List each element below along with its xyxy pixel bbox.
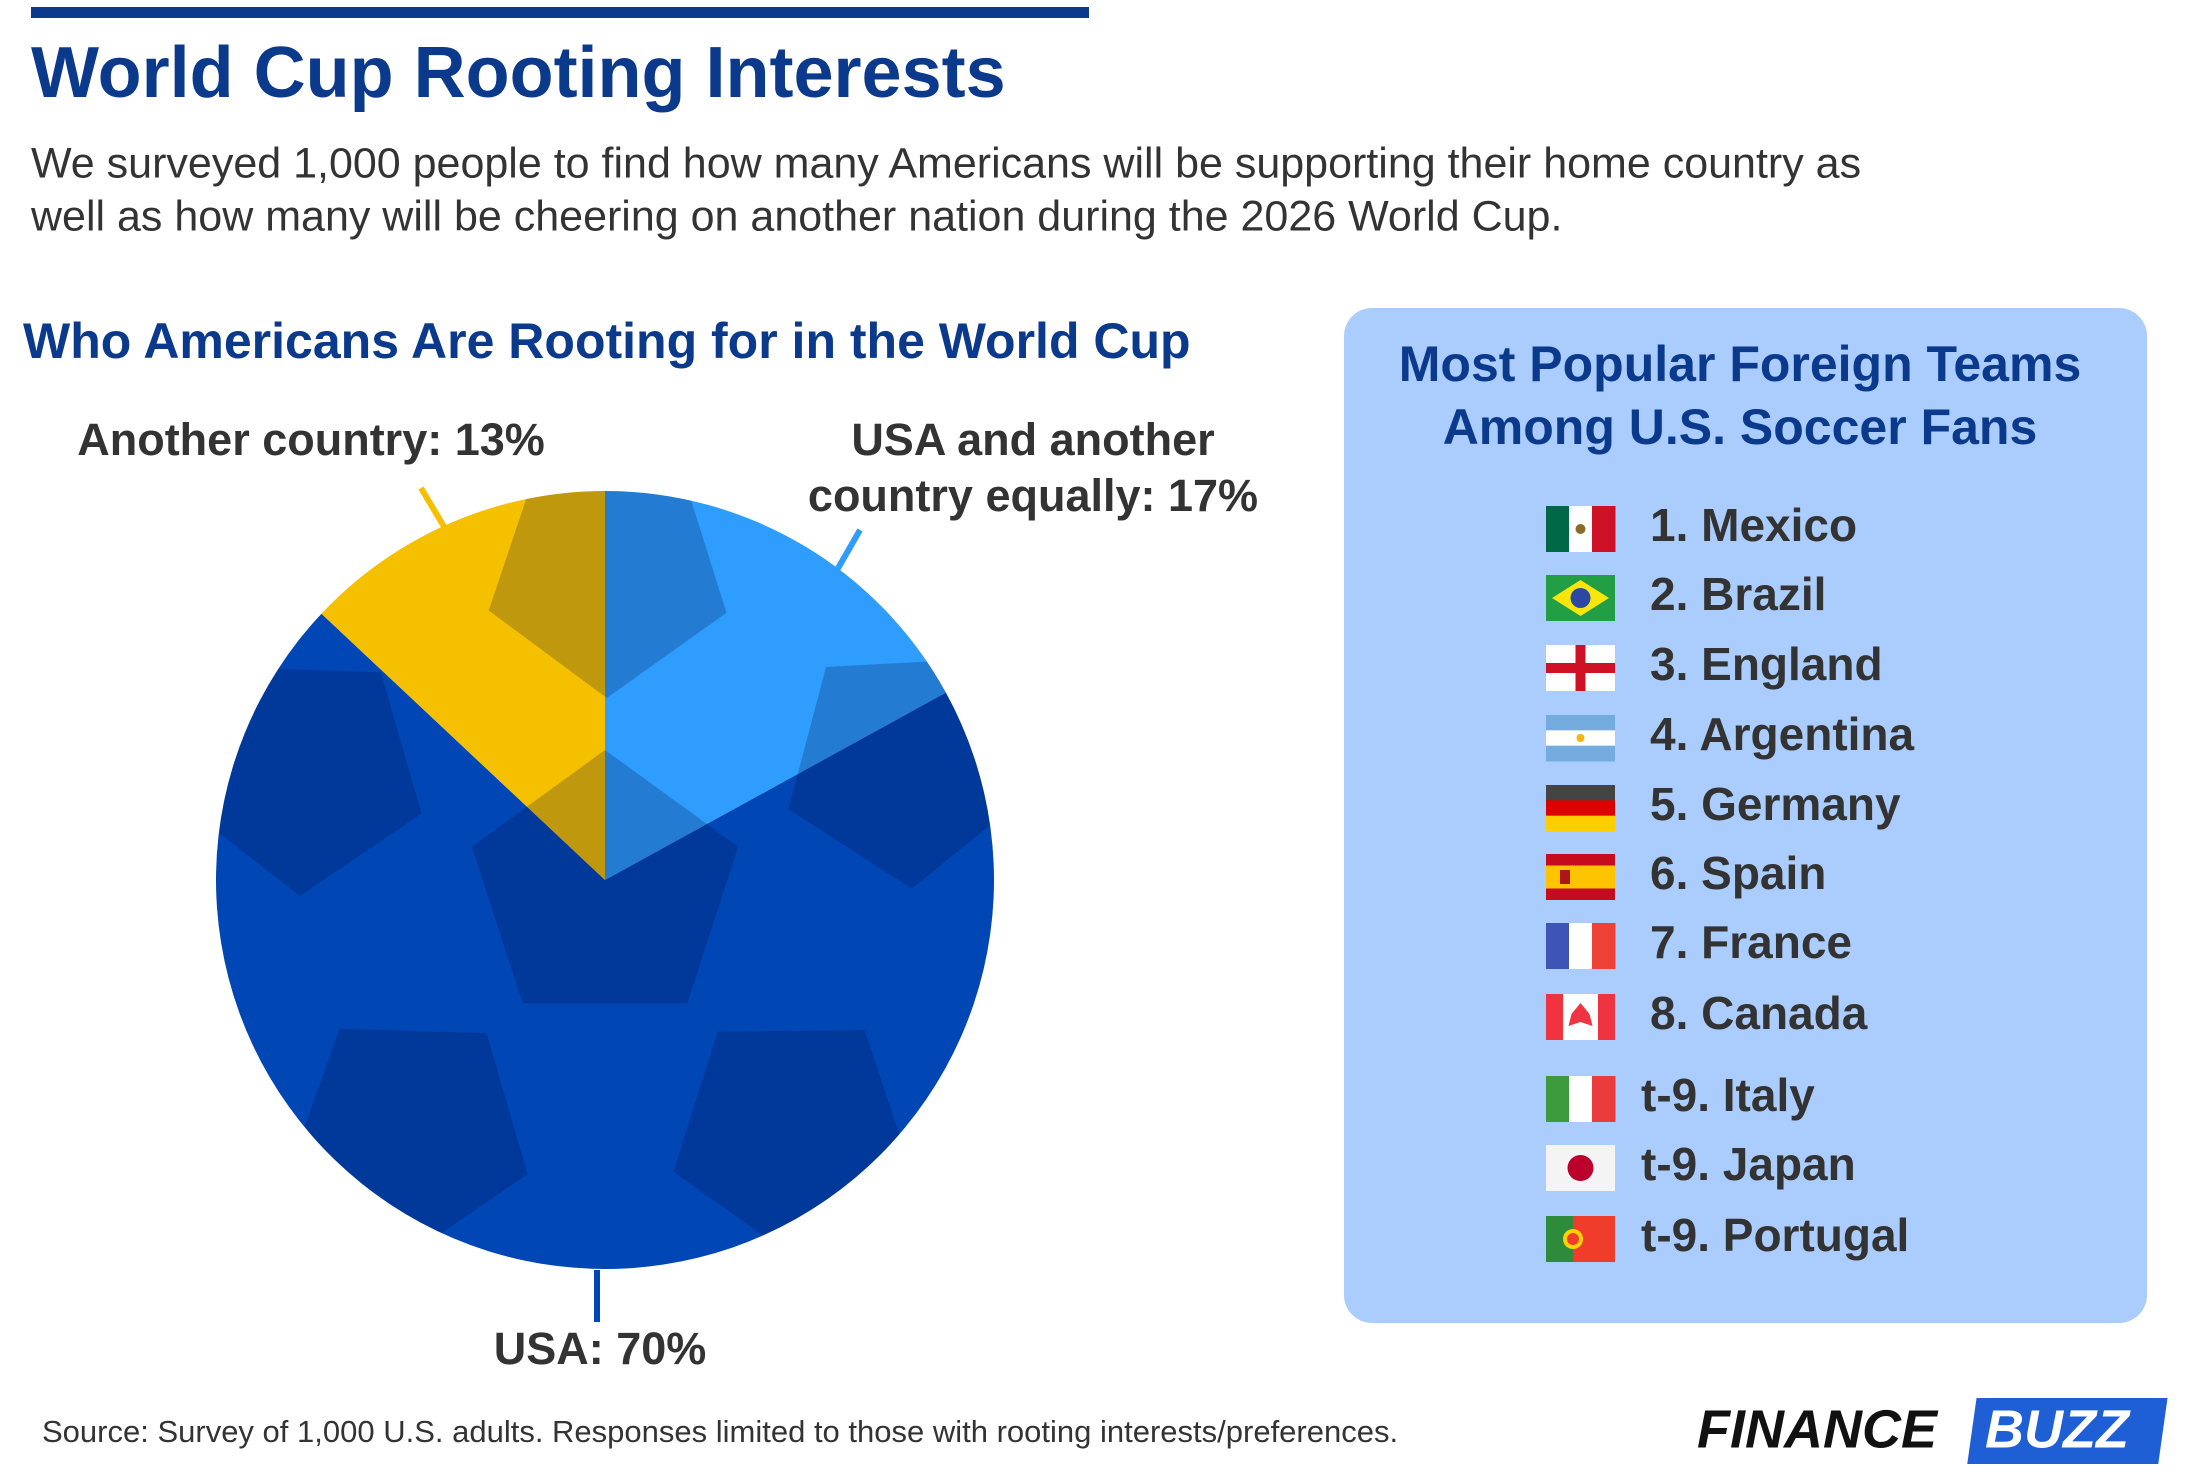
pie-label: USA: 70% [494,1323,707,1374]
flag [1546,994,1615,1040]
flag-part [1569,923,1593,969]
flag [1546,645,1615,691]
ranking-item: 8. Canada [1650,987,1868,1039]
flag-part [1546,745,1615,762]
flag-part [1546,715,1615,731]
ranking-item: 5. Germany [1650,778,1901,830]
ranking-item: 1. Mexico [1650,499,1857,551]
logo-text: FINANCE [1697,1399,1939,1459]
flag-part [1570,588,1591,608]
flag [1546,1076,1616,1122]
flag-part [1546,506,1570,552]
ranking-list: 1. Mexico 2. Brazil 3. England 4. Argentina… [1546,499,1915,1262]
flag-part [1592,506,1616,552]
flag-part [1575,524,1586,534]
flag-part [1568,1003,1593,1026]
flag-part [1546,1076,1570,1122]
pie-slice [215,613,994,1269]
flag-part [1546,994,1563,1040]
ranking-item: t-9. Italy [1641,1069,1815,1121]
flag-part [1546,663,1615,673]
title: World Cup Rooting Interests [31,33,1006,113]
ranking-panel [1344,308,2147,1323]
flag-part [1546,785,1615,801]
flag [1546,575,1615,621]
ball-patch [471,750,739,1004]
flag-part [1592,1076,1616,1122]
flag [1546,854,1615,900]
source-note: Source: Survey of 1,000 U.S. adults. Res… [42,1414,1398,1449]
flag-part [1546,923,1570,969]
flag-part [1560,870,1570,884]
flag-part [1546,815,1615,832]
flag [1546,506,1616,552]
leader-line [834,528,863,572]
flag-part [1592,923,1616,969]
ranking-item: 7. France [1650,916,1852,968]
leader-line [418,486,449,532]
logo-box [1967,1398,2168,1464]
flag-part [1598,994,1615,1040]
flag [1546,923,1616,969]
flag-part [1567,1233,1579,1245]
logo: FINANCE BUZZ [1697,1398,2168,1464]
ranking-item: t-9. Portugal [1641,1209,1909,1261]
top-bar [31,7,1089,18]
chart-title: Who Americans Are Rooting for in the Wor… [23,313,1191,369]
flag-part [1569,1076,1593,1122]
pie-label: USA and another country equally: 17% [808,414,1258,521]
flag-part [1546,800,1615,817]
pie-labels: USA and another country equally: 17% USA: … [77,414,1258,1374]
pie [215,491,994,1269]
subtitle-line: We surveyed 1,000 people to find how man… [31,139,1861,187]
flag [1546,715,1615,762]
ball-patch [488,491,727,698]
ranking-title: Most Popular Foreign Teams [1399,336,2082,392]
ranking-item: 6. Spain [1650,847,1826,899]
ranking-title: Among U.S. Soccer Fans [1443,399,2038,455]
flag-part [1576,734,1585,742]
flag-part [1546,865,1615,889]
ranking-item: t-9. Japan [1641,1138,1856,1190]
pie-label: Another country: 13% [77,414,545,465]
ranking-item: 3. England [1650,638,1883,690]
pie-slice [605,491,946,880]
flag [1546,1216,1615,1262]
flag-part [1567,1155,1594,1181]
ranking-item: 2. Brazil [1650,568,1826,620]
logo-text: BUZZ [1985,1399,2131,1459]
flag [1546,785,1615,832]
ball-pattern [216,491,994,1257]
flag [1546,1145,1615,1191]
subtitle-line: well as how many will be cheering on ano… [30,192,1562,240]
ranking-item: 4. Argentina [1650,708,1915,760]
pie-slice [321,491,605,880]
